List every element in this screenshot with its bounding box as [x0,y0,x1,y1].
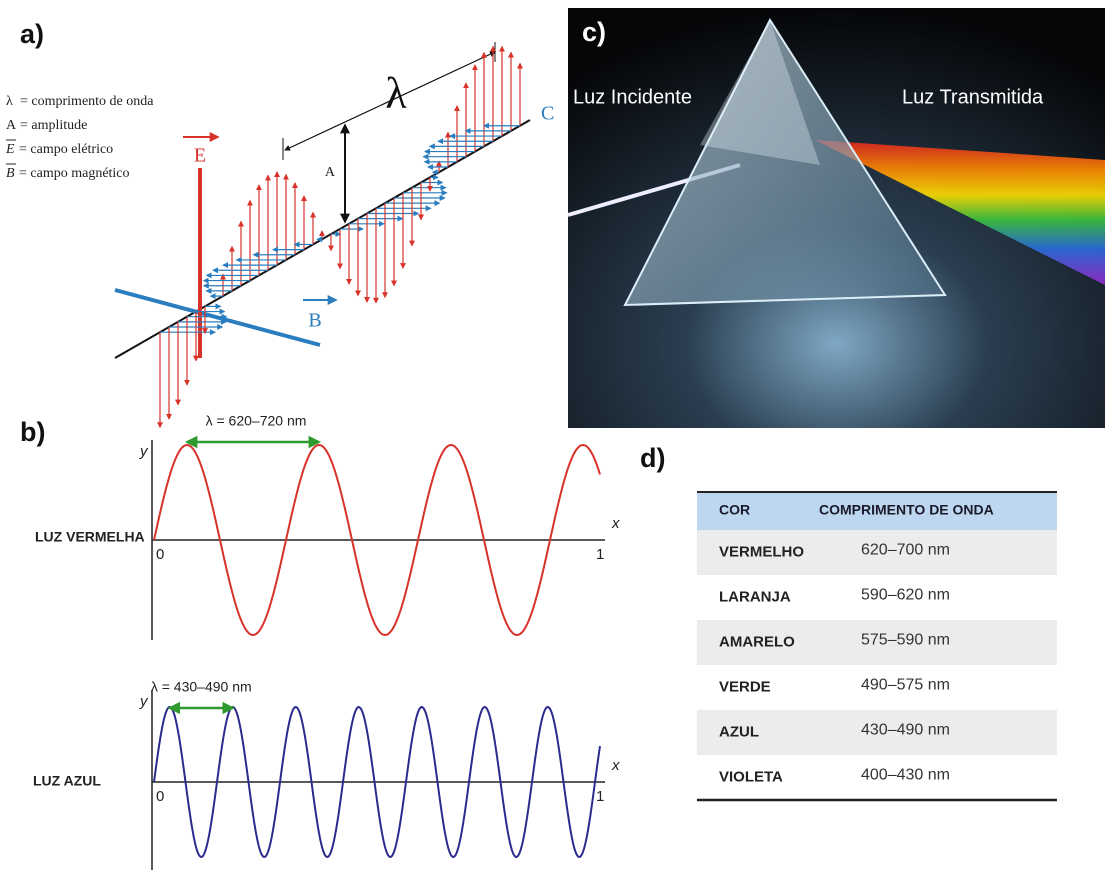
propagation-label: C [541,103,554,125]
panel-label: a) [20,19,44,49]
header-cell: COR [719,502,750,518]
panel-d: d) COR COMPRIMENTO DE ONDA VERMELHO 620–700… [640,443,1057,800]
tick-label: 0 [156,788,164,805]
page: a) E B C λ A λ= comprimento de ondaA= am… [0,0,1109,881]
caption: Luz Incidente [573,86,692,108]
tick-label: 1 [596,788,604,805]
plot-name: LUZ AZUL [33,773,101,789]
wavelength-label: λ = 430–490 nm [151,679,252,695]
axis-label: x [611,757,620,774]
table-cell: 590–620 nm [861,587,950,604]
table-cell: LARANJA [719,588,791,605]
caption: Luz Transmitida [902,86,1044,108]
legend-symbol: B [6,166,15,181]
panel-b: b) λ = 620–720 nm LUZ VERMELHA y x 0 1 λ = 430… [20,413,620,870]
panel-label: c) [582,17,606,47]
panel-c: c) Luz Incidente Luz Transmitida [568,8,1105,428]
legend-text: = amplitude [20,118,87,133]
axis-label: x [611,515,620,532]
plot-name: LUZ VERMELHA [35,529,145,545]
electric-label: E [194,145,206,167]
table-cell: 430–490 nm [861,722,950,739]
panel-label: d) [640,443,665,473]
table-cell: 575–590 nm [861,632,950,649]
axis-label: y [139,443,149,460]
legend-text: = comprimento de onda [20,94,154,109]
legend-text: = campo magnético [19,166,130,181]
wavelength-label: λ = 620–720 nm [206,413,307,429]
table-cell: VIOLETA [719,768,783,785]
axis-label: y [139,693,149,710]
magnetic-label: B [308,310,321,332]
panel-label: b) [20,417,45,447]
table-cell: AZUL [719,723,759,740]
header-cell: COMPRIMENTO DE ONDA [819,502,994,518]
amplitude-symbol: A [325,165,336,180]
table-cell: VERMELHO [719,543,804,560]
table-cell: 490–575 nm [861,677,950,694]
table-cell: 400–430 nm [861,767,950,784]
table-cell: 620–700 nm [861,542,950,559]
tick-label: 1 [596,546,604,563]
tick-label: 0 [156,546,164,563]
legend-symbol: E [5,142,15,157]
table-cell: AMARELO [719,633,795,650]
legend-text: = campo elétrico [19,142,113,157]
legend-symbol: λ [6,94,13,109]
legend-symbol: A [6,118,17,133]
table-cell: VERDE [719,678,771,695]
wavelength-symbol: λ [385,69,407,118]
